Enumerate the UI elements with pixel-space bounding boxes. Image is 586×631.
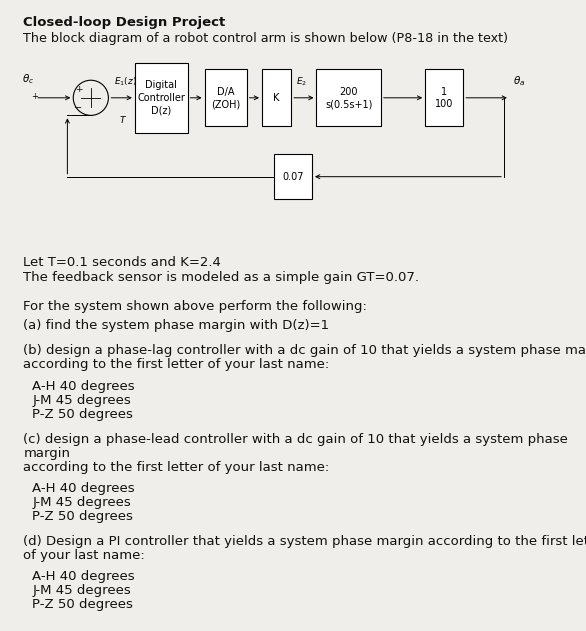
Bar: [262, 69, 291, 126]
Text: (a) find the system phase margin with D(z)=1: (a) find the system phase margin with D(…: [23, 319, 329, 332]
Bar: [425, 69, 463, 126]
Text: A-H 40 degrees: A-H 40 degrees: [32, 482, 135, 495]
Text: +: +: [31, 92, 38, 101]
Text: The feedback sensor is modeled as a simple gain GT=0.07.: The feedback sensor is modeled as a simp…: [23, 271, 420, 285]
Text: P-Z 50 degrees: P-Z 50 degrees: [32, 510, 133, 523]
Text: (b) design a phase-lag controller with a dc gain of 10 that yields a system phas: (b) design a phase-lag controller with a…: [23, 344, 586, 357]
Text: according to the first letter of your last name:: according to the first letter of your la…: [23, 461, 330, 474]
Text: D/A
(ZOH): D/A (ZOH): [211, 86, 240, 109]
Text: For the system shown above perform the following:: For the system shown above perform the f…: [23, 300, 367, 313]
Text: P-Z 50 degrees: P-Z 50 degrees: [32, 408, 133, 421]
Text: of your last name:: of your last name:: [23, 549, 145, 562]
Text: J-M 45 degrees: J-M 45 degrees: [32, 496, 131, 509]
Text: $T$: $T$: [119, 114, 127, 124]
Text: $\theta_a$: $\theta_a$: [513, 74, 525, 88]
Text: P-Z 50 degrees: P-Z 50 degrees: [32, 598, 133, 611]
Text: according to the first letter of your last name:: according to the first letter of your la…: [23, 358, 330, 372]
Bar: [135, 63, 188, 133]
Text: 1
100: 1 100: [435, 86, 454, 109]
Text: (c) design a phase-lead controller with a dc gain of 10 that yields a system pha: (c) design a phase-lead controller with …: [23, 433, 568, 446]
Bar: [205, 69, 247, 126]
Text: J-M 45 degrees: J-M 45 degrees: [32, 584, 131, 598]
Text: A-H 40 degrees: A-H 40 degrees: [32, 570, 135, 584]
Text: (d) Design a PI controller that yields a system phase margin according to the fi: (d) Design a PI controller that yields a…: [23, 535, 586, 548]
Bar: [274, 154, 312, 199]
Bar: [316, 69, 381, 126]
Text: $\theta_c$: $\theta_c$: [22, 72, 35, 86]
Text: Closed-loop Design Project: Closed-loop Design Project: [23, 16, 226, 29]
Text: The block diagram of a robot control arm is shown below (P8-18 in the text): The block diagram of a robot control arm…: [23, 32, 509, 45]
Text: $E_1(z)$: $E_1(z)$: [114, 76, 137, 88]
Text: J-M 45 degrees: J-M 45 degrees: [32, 394, 131, 407]
Text: 0.07: 0.07: [282, 172, 304, 182]
Text: Digital
Controller
D(z): Digital Controller D(z): [137, 80, 185, 115]
Text: margin: margin: [23, 447, 70, 460]
Text: A-H 40 degrees: A-H 40 degrees: [32, 380, 135, 393]
Text: +: +: [75, 85, 82, 93]
Text: 200
s(0.5s+1): 200 s(0.5s+1): [325, 86, 372, 109]
Text: Let T=0.1 seconds and K=2.4: Let T=0.1 seconds and K=2.4: [23, 256, 222, 269]
Text: K: K: [274, 93, 280, 103]
Text: −: −: [74, 103, 83, 114]
Text: $E_2$: $E_2$: [296, 76, 307, 88]
